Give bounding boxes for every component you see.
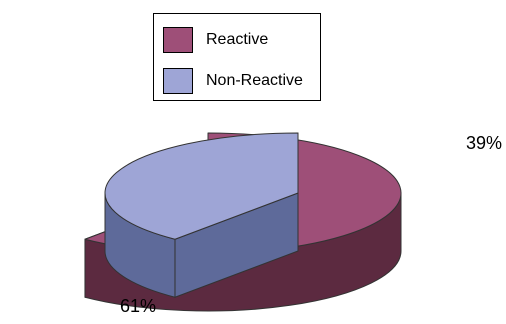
legend-swatch-reactive [163,27,193,53]
data-label-reactive: 61% [120,296,157,316]
pie-slice-non-reactive [104,132,299,298]
legend-swatch-non-reactive [163,68,193,94]
data-label-non-reactive: 39% [466,133,503,153]
legend-label-reactive: Reactive [206,31,269,48]
legend-item-reactive: Reactive [163,27,268,53]
legend-item-non-reactive: Non-Reactive [163,68,303,94]
legend-label-non-reactive: Non-Reactive [206,72,303,89]
pie-top-non-reactive [104,132,299,240]
chart-legend: Reactive Non-Reactive [153,13,321,101]
